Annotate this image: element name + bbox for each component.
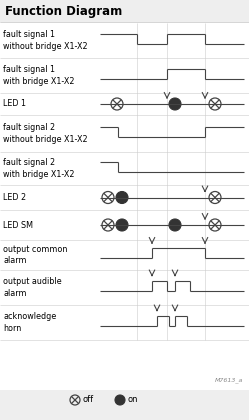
Text: fault signal 1
without bridge X1-X2: fault signal 1 without bridge X1-X2	[3, 30, 88, 50]
Text: off: off	[82, 396, 93, 404]
Text: fault signal 2
with bridge X1-X2: fault signal 2 with bridge X1-X2	[3, 158, 74, 178]
Text: output audible
alarm: output audible alarm	[3, 278, 62, 297]
Circle shape	[116, 192, 128, 204]
Text: LED 2: LED 2	[3, 193, 26, 202]
Circle shape	[115, 395, 125, 405]
Text: output common
alarm: output common alarm	[3, 245, 67, 265]
Text: LED SM: LED SM	[3, 220, 33, 229]
Text: Function Diagram: Function Diagram	[5, 5, 122, 18]
Text: on: on	[127, 396, 137, 404]
Circle shape	[169, 98, 181, 110]
Text: M7613_a: M7613_a	[215, 377, 243, 383]
Bar	[0, 23, 249, 390]
Text: fault signal 2
without bridge X1-X2: fault signal 2 without bridge X1-X2	[3, 123, 88, 144]
Bar	[0, 0, 249, 22]
Circle shape	[116, 219, 128, 231]
Circle shape	[169, 219, 181, 231]
Text: LED 1: LED 1	[3, 100, 26, 108]
Text: acknowledge
horn: acknowledge horn	[3, 312, 56, 333]
Text: fault signal 1
with bridge X1-X2: fault signal 1 with bridge X1-X2	[3, 66, 74, 86]
